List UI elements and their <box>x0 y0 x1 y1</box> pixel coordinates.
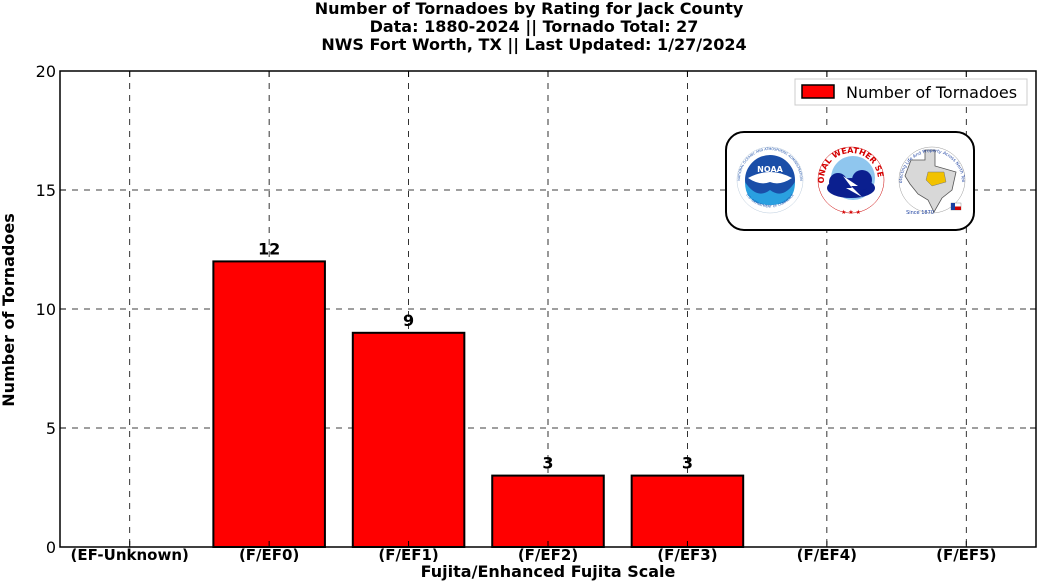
title-line-2: Data: 1880-2024 || Tornado Total: 27 <box>370 17 699 37</box>
data-labels: 12 9 3 3 <box>258 239 693 472</box>
x-tick-label: (F/EF4) <box>797 546 857 564</box>
x-tick-label: (F/EF2) <box>518 546 578 564</box>
title-line-1: Number of Tornadoes by Rating for Jack C… <box>315 0 744 18</box>
legend-label: Number of Tornadoes <box>846 83 1017 102</box>
y-axis-label: Number of Tornadoes <box>0 213 18 406</box>
x-tick-label: (EF-Unknown) <box>71 546 189 564</box>
legend-swatch <box>801 84 835 99</box>
nws-stars: ★ ★ ★ <box>841 209 861 216</box>
bar-f-ef1 <box>351 331 466 548</box>
noaa-wordmark: NOAA <box>757 165 783 174</box>
x-tick-label: (F/EF0) <box>239 546 299 564</box>
data-label: 12 <box>258 239 280 258</box>
noaa-logo: NOAA NATIONAL OCEANIC AND ATMOSPHERIC AD… <box>736 146 804 214</box>
y-tick-label: 10 <box>36 300 56 319</box>
bar-f-ef3 <box>630 474 745 549</box>
fw-since-text: Since 1870 <box>906 210 934 216</box>
bar-f-ef0 <box>212 260 326 548</box>
x-tick-label: (F/EF3) <box>657 546 717 564</box>
data-label: 3 <box>682 454 693 473</box>
bar-f-ef2 <box>491 474 605 549</box>
title-line-3: NWS Fort Worth, TX || Last Updated: 1/27… <box>321 35 746 55</box>
y-tick-label: 15 <box>36 181 56 200</box>
data-label: 3 <box>542 454 553 473</box>
y-tick-label: 5 <box>46 419 56 438</box>
y-axis-ticks: 0 5 10 15 20 <box>36 62 1036 557</box>
x-tick-label: (F/EF1) <box>378 546 438 564</box>
x-tick-label: (F/EF5) <box>936 546 996 564</box>
y-tick-label: 0 <box>46 538 56 557</box>
y-tick-label: 20 <box>36 62 56 81</box>
x-axis-ticks: (EF-Unknown) (F/EF0) (F/EF1) (F/EF2) (F/EF3)… <box>71 71 996 564</box>
legend: Number of Tornadoes <box>794 78 1028 106</box>
data-label: 9 <box>403 311 414 330</box>
chart-title: Number of Tornadoes by Rating for Jack C… <box>315 0 747 55</box>
x-axis-label: Fujita/Enhanced Fujita Scale <box>421 562 676 581</box>
